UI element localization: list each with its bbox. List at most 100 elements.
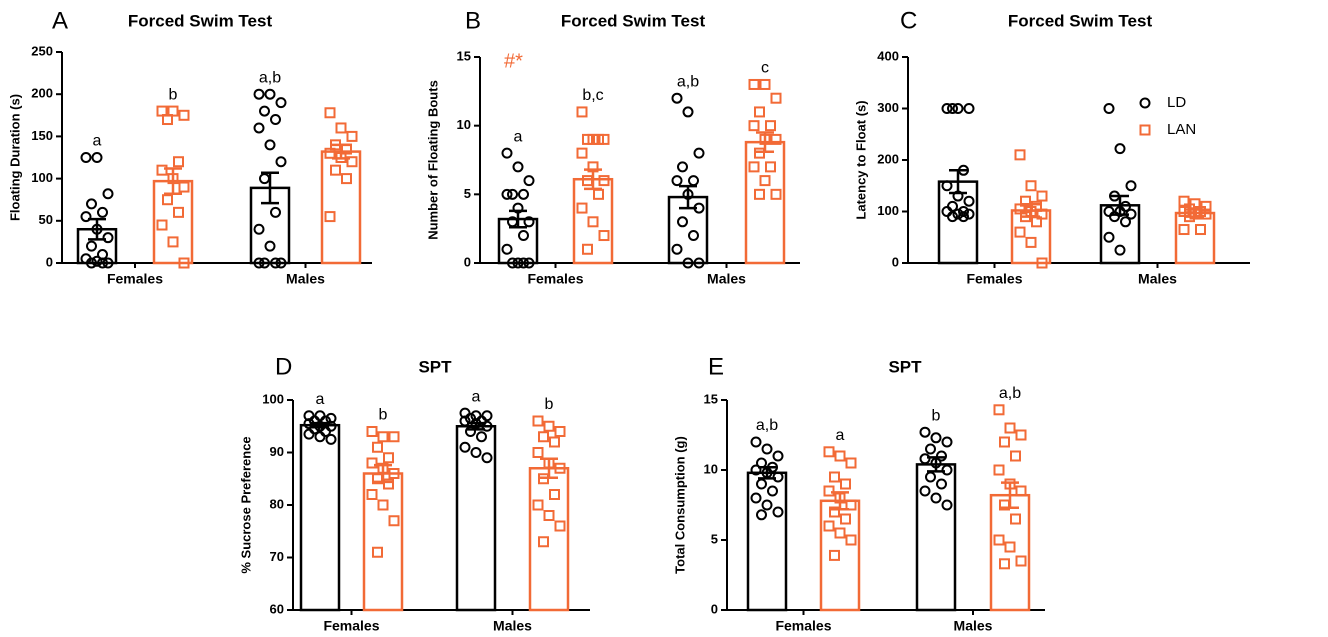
data-point <box>770 92 782 104</box>
data-point <box>270 206 281 218</box>
significance-letter: b <box>932 407 941 424</box>
data-point <box>963 195 975 207</box>
data-point <box>501 188 513 200</box>
data-point <box>162 194 173 206</box>
data-point <box>543 510 555 521</box>
data-point <box>481 410 493 422</box>
y-axis-label: Latency to Float (s) <box>853 100 868 219</box>
y-tick-label: 100 <box>877 203 899 218</box>
data-point <box>919 453 931 465</box>
data-point <box>756 509 767 521</box>
data-point <box>167 173 179 185</box>
data-point <box>377 431 389 443</box>
data-point <box>1178 224 1190 236</box>
y-tick-label: 300 <box>877 100 899 115</box>
y-tick-label: 10 <box>704 461 718 476</box>
data-point <box>930 492 942 504</box>
data-point <box>324 211 336 223</box>
data-point <box>582 243 593 255</box>
significance-letter: b <box>545 396 554 413</box>
x-tick-label: Males <box>286 271 325 287</box>
data-point <box>459 415 471 427</box>
data-point <box>156 219 168 231</box>
bar <box>744 140 786 265</box>
data-point <box>845 534 857 546</box>
data-point <box>1015 429 1027 441</box>
data-point <box>264 139 276 151</box>
data-point <box>671 243 683 255</box>
data-point <box>748 161 760 173</box>
y-tick-label: 60 <box>270 601 284 616</box>
data-point <box>253 88 265 100</box>
data-point <box>682 257 694 269</box>
data-point <box>97 206 108 218</box>
significance-letter: a <box>93 133 102 150</box>
data-point <box>754 147 765 159</box>
data-point <box>1031 216 1042 228</box>
data-point <box>1195 224 1206 236</box>
x-tick-label: Males <box>1138 271 1177 287</box>
data-point <box>512 202 524 214</box>
y-axis-label: Number of Floating Bouts <box>425 80 440 240</box>
data-point <box>259 257 270 269</box>
significance-letter: a <box>316 391 325 408</box>
data-point <box>767 461 778 473</box>
data-point <box>829 471 840 483</box>
data-point <box>952 103 964 114</box>
y-tick-label: 15 <box>704 391 718 406</box>
data-point <box>86 198 97 210</box>
panel-letter: D <box>275 353 292 380</box>
data-point <box>756 457 767 469</box>
data-point <box>754 106 765 118</box>
y-tick-label: 5 <box>464 186 471 201</box>
data-point <box>1103 206 1115 217</box>
data-point <box>86 240 97 252</box>
significance-letter: b <box>169 86 178 103</box>
data-point <box>554 426 566 437</box>
data-point <box>91 152 103 163</box>
data-point <box>941 206 953 217</box>
data-point <box>963 208 975 220</box>
data-point <box>576 202 588 214</box>
data-point <box>1184 211 1195 223</box>
data-point <box>388 515 400 527</box>
x-tick-label: Females <box>775 618 831 634</box>
data-point <box>593 133 604 145</box>
data-point <box>523 216 535 228</box>
data-point <box>270 114 281 126</box>
data-point <box>930 457 942 469</box>
y-tick-label: 400 <box>877 48 899 63</box>
data-point <box>576 147 588 159</box>
data-point <box>275 257 287 269</box>
data-point <box>1109 190 1120 202</box>
data-point <box>275 97 287 109</box>
data-point <box>178 109 190 121</box>
data-point <box>518 230 529 242</box>
data-point <box>936 478 947 490</box>
data-point <box>748 78 760 90</box>
data-point <box>1004 541 1016 553</box>
data-point <box>1109 211 1120 223</box>
data-point <box>963 103 975 114</box>
data-point <box>1200 208 1212 220</box>
data-point <box>512 161 524 173</box>
significance-letter: a,b <box>259 69 281 86</box>
y-tick-label: 250 <box>31 43 53 58</box>
data-point <box>1103 103 1115 114</box>
data-point <box>999 436 1010 448</box>
data-point <box>501 147 513 159</box>
y-tick-label: 200 <box>877 151 899 166</box>
data-point <box>372 546 383 558</box>
data-point <box>952 190 964 202</box>
data-point <box>324 147 336 159</box>
data-point <box>253 223 265 235</box>
chart-title: Forced Swim Test <box>561 11 706 30</box>
data-point <box>761 443 773 455</box>
y-tick-label: 100 <box>262 391 284 406</box>
data-point <box>377 499 389 511</box>
legend-marker <box>1139 97 1151 109</box>
data-point <box>823 485 835 497</box>
data-point <box>759 133 771 145</box>
legend-marker <box>1139 124 1151 136</box>
